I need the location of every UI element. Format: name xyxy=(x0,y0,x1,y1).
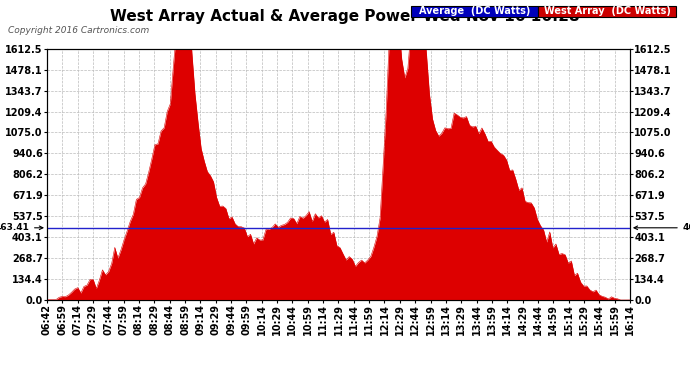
Text: Average  (DC Watts): Average (DC Watts) xyxy=(419,6,530,16)
Text: West Array Actual & Average Power Wed Nov 16 16:28: West Array Actual & Average Power Wed No… xyxy=(110,9,580,24)
Text: 463.41: 463.41 xyxy=(0,223,43,232)
Text: West Array  (DC Watts): West Array (DC Watts) xyxy=(544,6,671,16)
Text: Copyright 2016 Cartronics.com: Copyright 2016 Cartronics.com xyxy=(8,26,150,35)
Text: 463.41: 463.41 xyxy=(634,223,690,232)
